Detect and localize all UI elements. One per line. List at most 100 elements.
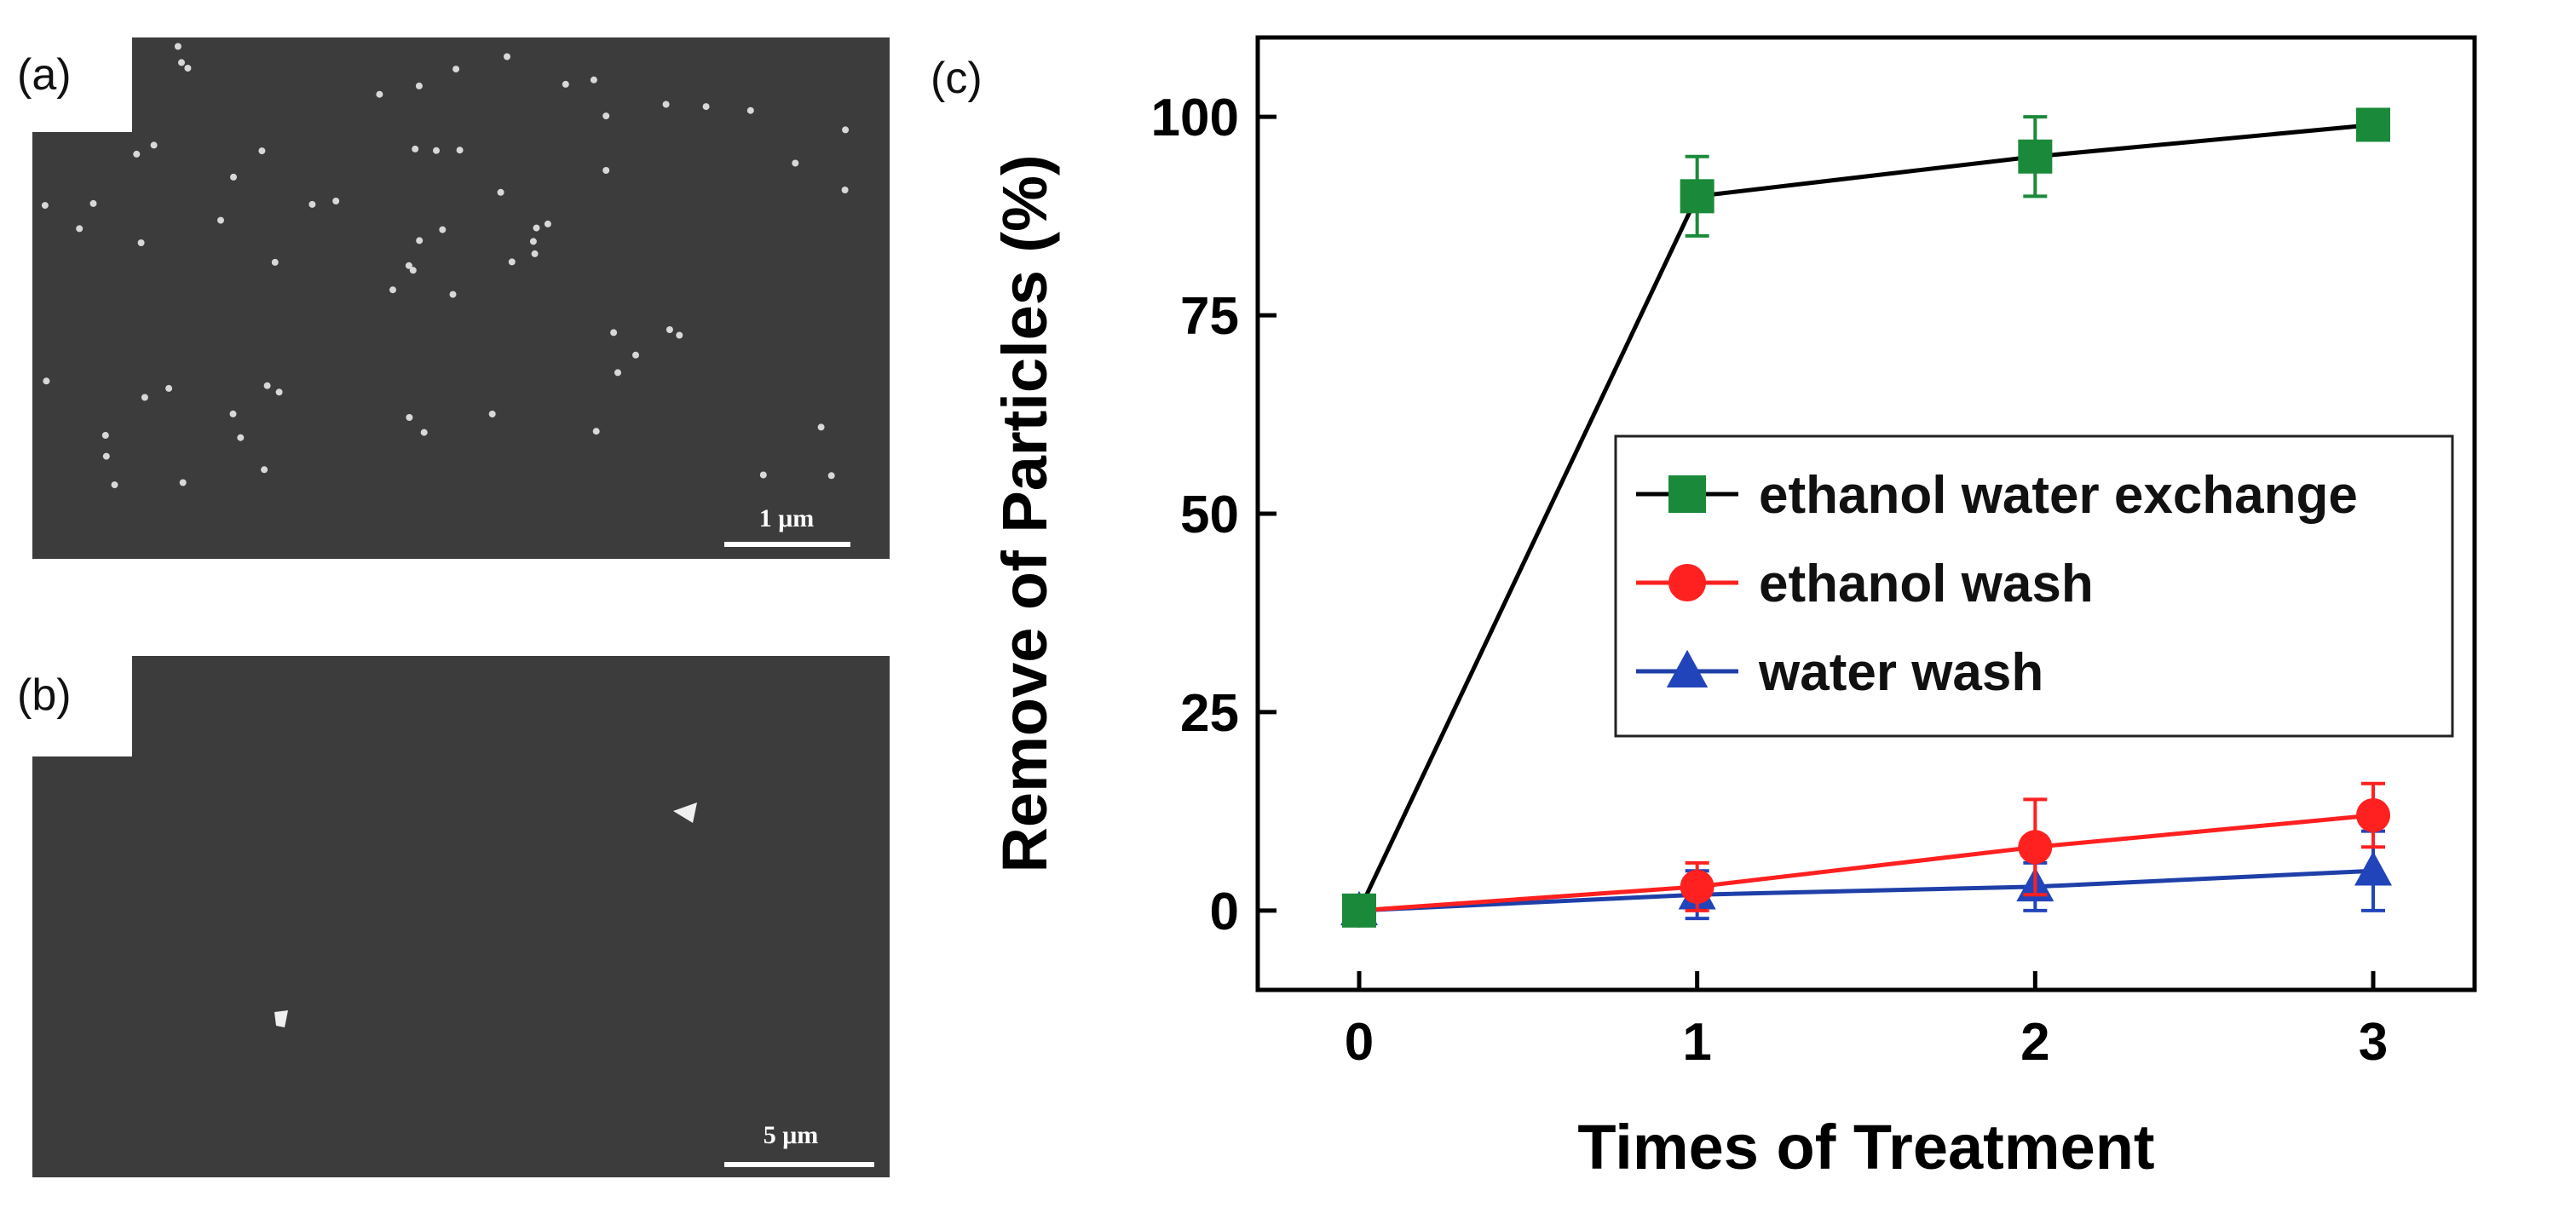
x-tick-label: 2: [2020, 1013, 2049, 1072]
nanoparticle: [841, 187, 849, 193]
x-tick-label: 3: [2359, 1013, 2388, 1072]
data-point-ethanol-water-exchange: [1680, 179, 1714, 214]
data-point-ethanol-wash: [2018, 830, 2053, 865]
nanoparticle: [449, 290, 457, 298]
series-line-water-wash: [1358, 868, 2374, 913]
sem-image-a: 1 μm: [32, 37, 890, 559]
nanoparticle: [405, 262, 412, 269]
nanoparticle: [415, 82, 423, 89]
nanoparticle: [614, 369, 621, 377]
series-line-ethanol-wash: [1358, 813, 2374, 913]
nanoparticle: [133, 150, 141, 158]
nanoparticle: [439, 226, 447, 233]
nanoparticle: [258, 147, 266, 155]
nanoparticle: [562, 80, 569, 88]
nanoparticle: [529, 238, 537, 245]
nanoparticle: [433, 147, 440, 154]
legend-label: ethanol wash: [1759, 555, 2094, 613]
y-tick-label: 100: [1151, 89, 1239, 147]
particle-b-2: [274, 1010, 288, 1027]
nanoparticle: [602, 167, 610, 174]
panel-label-c: (c): [931, 54, 983, 103]
nanoparticle: [533, 224, 540, 232]
legend-marker: [1668, 475, 1706, 513]
nanoparticle: [666, 326, 673, 333]
particles-b: [274, 802, 697, 1027]
data-point-ethanol-water-exchange: [2018, 139, 2053, 174]
nanoparticle-dots-a: [41, 43, 850, 489]
y-tick-label: 75: [1180, 287, 1239, 346]
nanoparticle: [497, 188, 504, 196]
x-tick-label: 0: [1345, 1013, 1374, 1072]
y-tick-label: 25: [1180, 684, 1239, 743]
nanoparticle: [544, 220, 551, 227]
nanoparticle: [261, 466, 268, 474]
nanoparticle: [610, 329, 618, 337]
nanoparticle: [531, 250, 539, 257]
nanoparticle: [217, 216, 224, 224]
data-point-ethanol-wash: [1680, 869, 1714, 904]
nanoparticle: [792, 159, 799, 167]
data-point-ethanol-wash: [2356, 798, 2390, 833]
legend-marker: [1668, 564, 1706, 601]
nanoparticle: [592, 428, 600, 435]
nanoparticle: [456, 147, 464, 154]
sem-image-b: 5 μm: [32, 656, 890, 1177]
panel-label-b: (b): [0, 654, 132, 756]
scale-bar-b: [724, 1162, 874, 1167]
legend: ethanol water exchange ethanol wash water …: [1614, 434, 2454, 738]
nanoparticle: [102, 452, 110, 460]
nanoparticle: [41, 202, 49, 210]
particle-b-1: [673, 802, 697, 823]
nanoparticle: [827, 472, 835, 480]
nanoparticle: [230, 173, 237, 181]
scale-bar-a: [724, 542, 850, 547]
nanoparticle: [43, 377, 50, 385]
nanoparticle: [759, 471, 767, 479]
x-tick-label: 1: [1682, 1013, 1711, 1072]
nanoparticle: [504, 53, 510, 60]
nanoparticle: [229, 410, 237, 417]
data-point-ethanol-water-exchange: [2356, 107, 2390, 142]
nanoparticle: [412, 145, 419, 152]
nanoparticle: [842, 126, 850, 134]
nanoparticle: [488, 411, 496, 417]
nanoparticle: [101, 432, 109, 439]
y-tick-label: 50: [1180, 486, 1239, 544]
legend-label: ethanol water exchange: [1759, 466, 2358, 525]
nanoparticle: [817, 423, 825, 431]
nanoparticle: [416, 237, 424, 244]
nanoparticle: [406, 414, 413, 421]
nanoparticle: [275, 388, 283, 396]
nanoparticle: [590, 76, 597, 83]
nanoparticle: [165, 384, 173, 392]
scale-bar-label-b: 5 μm: [763, 1121, 819, 1149]
nanoparticle: [409, 267, 417, 274]
nanoparticle: [389, 286, 396, 294]
nanoparticle: [141, 394, 148, 401]
nanoparticle: [111, 481, 118, 489]
nanoparticle: [632, 351, 639, 359]
nanoparticle: [179, 479, 187, 486]
nanoparticle: [420, 429, 428, 436]
scale-bar-label-a: 1 μm: [758, 504, 815, 532]
y-tick-label: 0: [1210, 883, 1239, 941]
nanoparticle: [178, 59, 185, 66]
nanoparticle: [237, 434, 245, 441]
nanoparticle: [376, 90, 383, 98]
nanoparticle: [508, 258, 516, 266]
nanoparticle: [184, 65, 192, 72]
nanoparticle: [150, 141, 158, 149]
nanoparticle: [332, 198, 340, 204]
nanoparticle: [602, 112, 610, 120]
nanoparticle: [452, 66, 460, 73]
nanoparticle: [308, 200, 316, 208]
nanoparticle: [174, 43, 182, 50]
panel-label-a: (a): [0, 34, 132, 132]
nanoparticle: [76, 225, 84, 233]
nanoparticle: [702, 103, 710, 111]
series-line-ethanol-water-exchange: [1357, 122, 2374, 912]
data-point-ethanol-water-exchange: [1342, 893, 1376, 928]
data-point-water-wash: [2354, 851, 2392, 886]
